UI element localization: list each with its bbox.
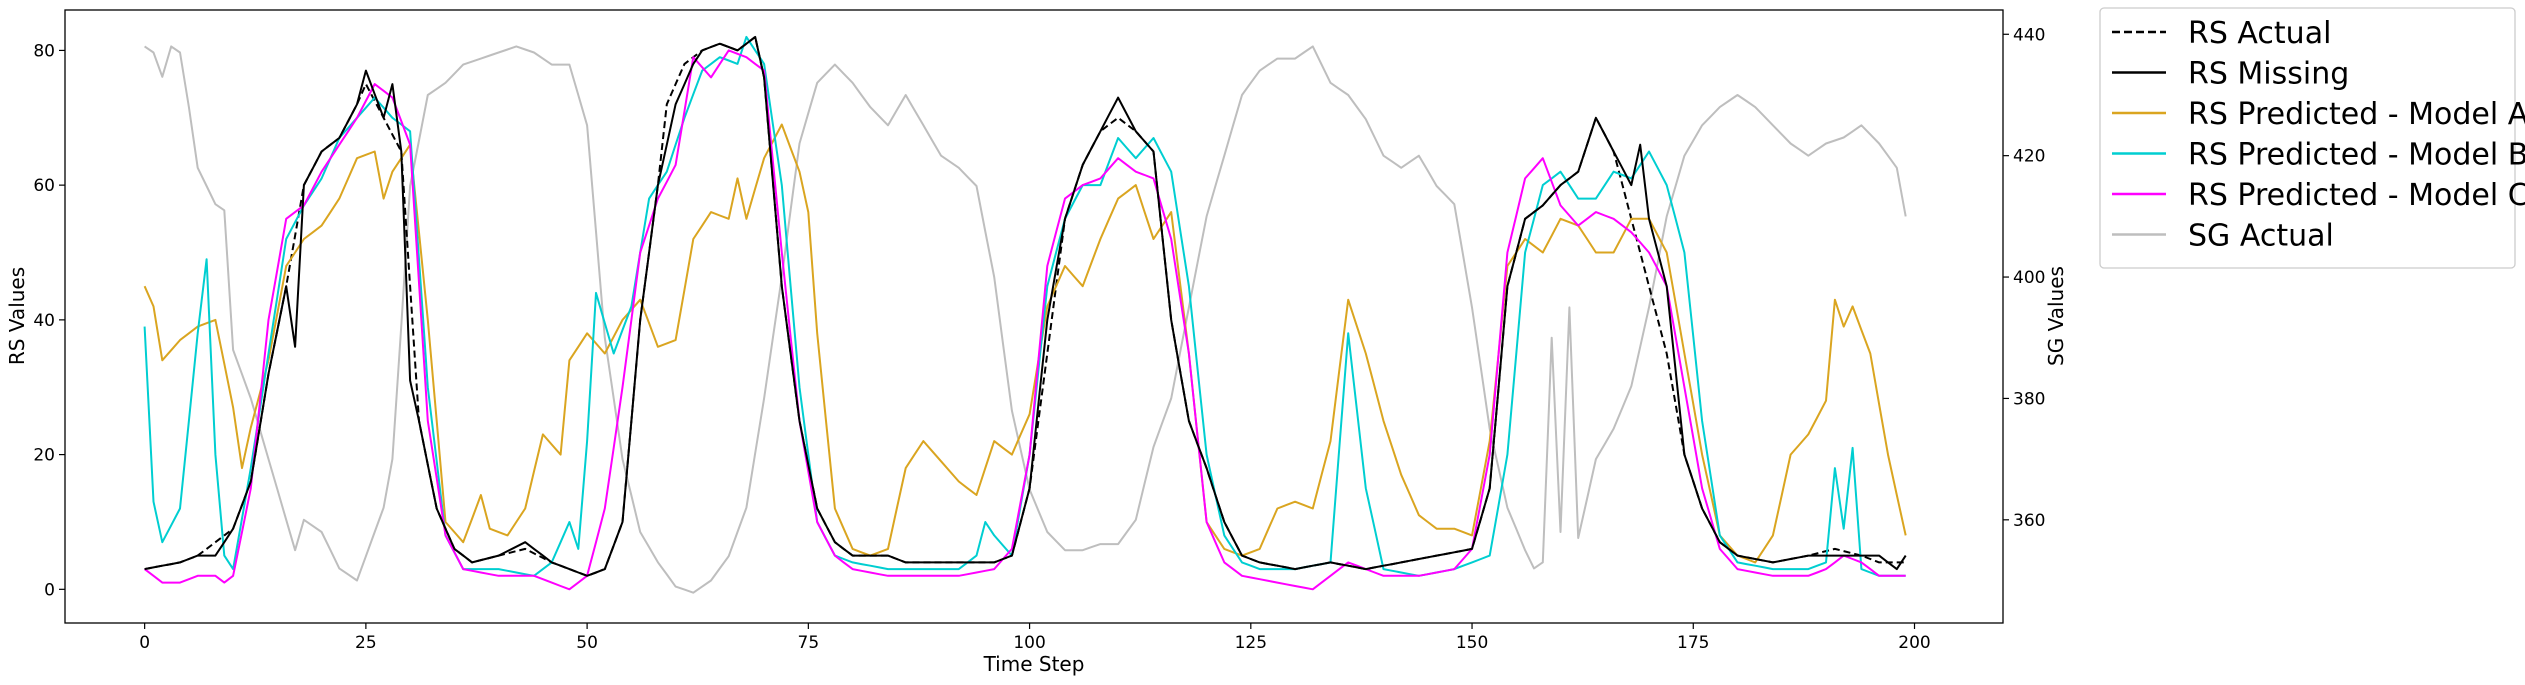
x-tick-label: 175 — [1677, 633, 1709, 653]
y-right-tick-label: 400 — [2013, 268, 2045, 288]
x-tick-label: 50 — [576, 633, 598, 653]
y-left-tick-label: 20 — [33, 446, 55, 466]
series-line-rs-predicted-model-b — [143, 35, 1906, 577]
x-tick-label: 100 — [1013, 633, 1045, 653]
y-right-tick-label: 440 — [2013, 25, 2045, 45]
y-left-tick-label: 80 — [33, 41, 55, 61]
x-tick-label: 25 — [355, 633, 377, 653]
legend-label: RS Predicted - Model C — [2188, 178, 2525, 213]
legend-label: RS Predicted - Model B — [2188, 138, 2525, 173]
x-tick-label: 0 — [139, 633, 150, 653]
y-right-tick-label: 420 — [2013, 147, 2045, 167]
y-right-tick-label: 360 — [2013, 511, 2045, 531]
y-left-axis-label: RS Values — [5, 267, 29, 365]
series-line-rs-actual — [144, 35, 1906, 577]
legend-box — [2099, 7, 2516, 269]
legend-label: RS Predicted - Model A — [2188, 97, 2525, 132]
x-tick-label: 75 — [798, 633, 820, 653]
legend-label: SG Actual — [2188, 219, 2334, 254]
x-tick-label: 150 — [1456, 633, 1488, 653]
x-tick-label: 200 — [1898, 633, 1930, 653]
series-line-sg-actual — [144, 45, 1907, 594]
y-right-tick-label: 380 — [2013, 389, 2045, 409]
legend: RS Actual RS Missing RS Predicted - Model … — [2099, 7, 2525, 269]
series-layer — [143, 35, 1907, 594]
series-line-rs-missing — [144, 35, 1907, 577]
legend-label: RS Actual — [2188, 16, 2331, 51]
y-left-tick-label: 60 — [33, 176, 55, 196]
y-left-tick-label: 40 — [33, 311, 55, 331]
series-line-rs-predicted-model-c — [143, 49, 1906, 591]
series-line-rs-predicted-model-a — [143, 123, 1907, 564]
x-tick-label: 125 — [1235, 633, 1267, 653]
plot-frame — [64, 9, 2004, 624]
y-left-axis-ticks: 0 20 40 60 80 — [33, 41, 65, 600]
x-axis-label: Time Step — [983, 652, 1085, 676]
x-axis-ticks: 0 25 50 75 100 125 150 175 200 — [139, 623, 1931, 653]
y-left-tick-label: 0 — [44, 580, 55, 600]
legend-label: RS Missing — [2188, 57, 2349, 92]
y-right-axis-ticks: 360 380 400 420 440 — [2003, 25, 2045, 531]
y-right-axis-label: SG Values — [2044, 266, 2068, 366]
